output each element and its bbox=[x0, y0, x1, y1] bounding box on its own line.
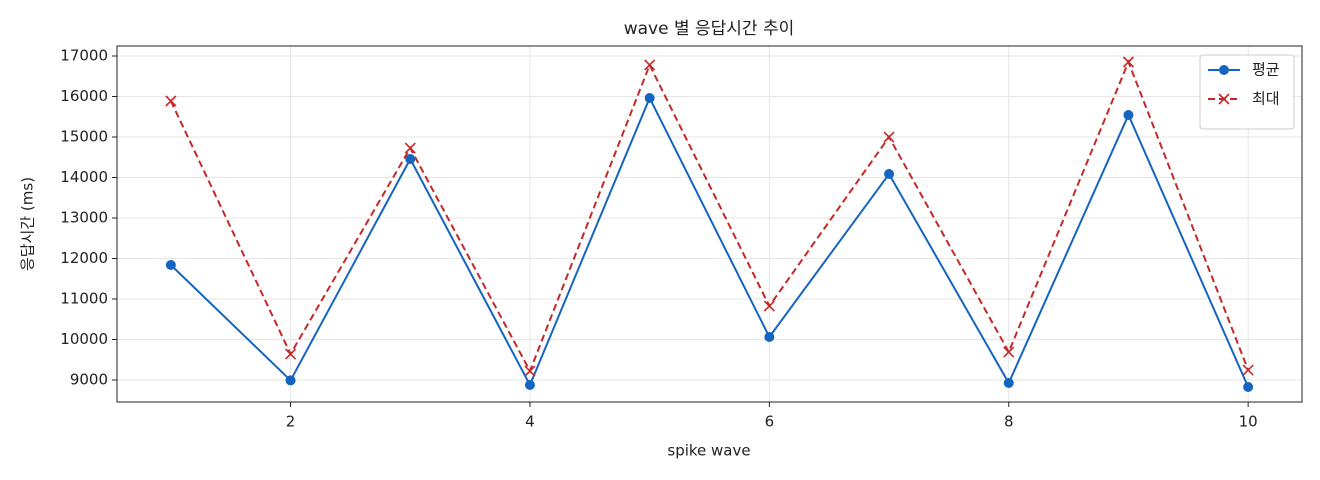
marker bbox=[404, 142, 416, 154]
y-tick-label: 13000 bbox=[60, 209, 108, 227]
marker bbox=[405, 153, 416, 164]
x-tick-label: 2 bbox=[286, 413, 296, 431]
y-tick-label: 11000 bbox=[60, 290, 108, 308]
marker bbox=[644, 93, 655, 104]
marker bbox=[285, 375, 296, 386]
x-tick-label: 6 bbox=[765, 413, 775, 431]
legend-box bbox=[1199, 54, 1295, 130]
legend-marker bbox=[1219, 65, 1229, 75]
y-tick-label: 14000 bbox=[60, 168, 108, 186]
x-tick-label: 4 bbox=[525, 413, 535, 431]
marker bbox=[644, 59, 656, 71]
y-tick-label: 12000 bbox=[60, 249, 108, 267]
marker bbox=[284, 348, 297, 360]
y-tick-label: 15000 bbox=[60, 128, 108, 146]
x-axis-label: spike wave bbox=[667, 442, 750, 460]
legend-label: 최대 bbox=[1252, 90, 1280, 108]
series-line bbox=[169, 59, 1250, 374]
series-line bbox=[170, 95, 1250, 388]
marker bbox=[1003, 346, 1015, 358]
marker bbox=[1122, 56, 1135, 68]
y-tick-label: 17000 bbox=[60, 47, 108, 65]
y-tick-label: 9000 bbox=[70, 371, 108, 389]
marker bbox=[883, 131, 895, 143]
marker bbox=[1243, 382, 1254, 393]
y-tick-label: 10000 bbox=[60, 330, 108, 348]
marker bbox=[764, 331, 775, 342]
marker bbox=[1003, 378, 1014, 389]
chart-title: wave 별 응답시간 추이 bbox=[624, 19, 795, 39]
marker bbox=[884, 169, 895, 180]
plot-frame bbox=[116, 45, 1303, 403]
y-axis-label: 응답시간 (ms) bbox=[19, 177, 37, 271]
marker bbox=[524, 365, 536, 377]
x-tick-label: 8 bbox=[1004, 413, 1014, 431]
x-tick-label: 10 bbox=[1239, 413, 1258, 431]
marker bbox=[524, 379, 535, 390]
y-tick-label: 16000 bbox=[60, 87, 108, 105]
marker bbox=[165, 259, 176, 270]
marker bbox=[1242, 364, 1254, 376]
marker bbox=[1123, 110, 1134, 121]
legend-label: 평균 bbox=[1252, 61, 1280, 79]
marker bbox=[165, 95, 177, 107]
legend-marker bbox=[1218, 93, 1230, 105]
marker bbox=[763, 300, 775, 312]
